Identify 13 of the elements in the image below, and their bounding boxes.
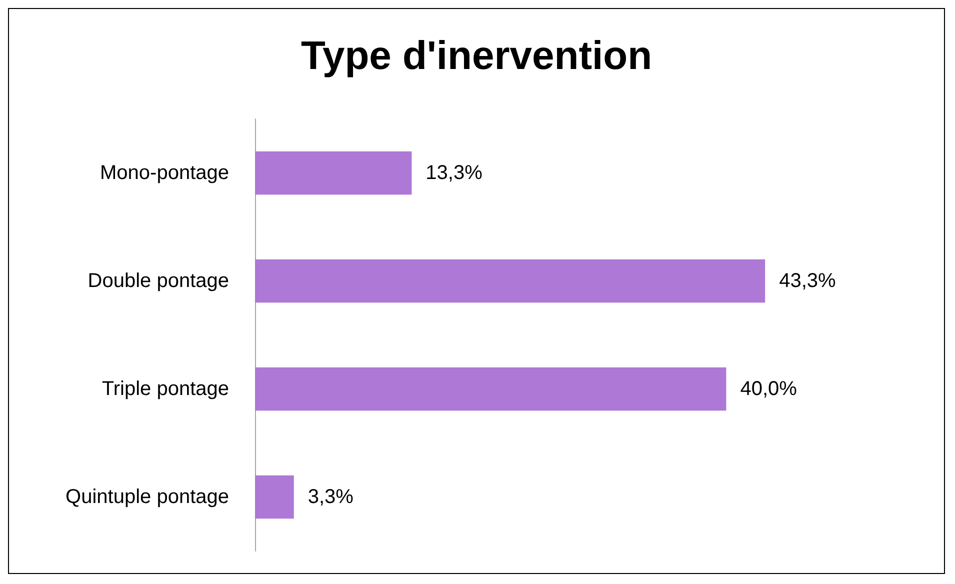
bar xyxy=(255,151,412,195)
data-label: 13,3% xyxy=(426,162,483,184)
y-tick-label: Double pontage xyxy=(88,270,229,292)
bar xyxy=(255,475,294,519)
data-label: 40,0% xyxy=(740,378,798,400)
y-tick-label: Mono-pontage xyxy=(100,162,229,184)
data-label: 3,3% xyxy=(308,486,354,508)
bar xyxy=(255,367,726,411)
y-tick-label: Triple pontage xyxy=(102,378,229,400)
chart-title: Type d'inervention xyxy=(300,34,652,78)
bar xyxy=(255,259,766,303)
data-label: 43,3% xyxy=(779,270,836,292)
y-tick-label: Quintuple pontage xyxy=(66,486,229,508)
